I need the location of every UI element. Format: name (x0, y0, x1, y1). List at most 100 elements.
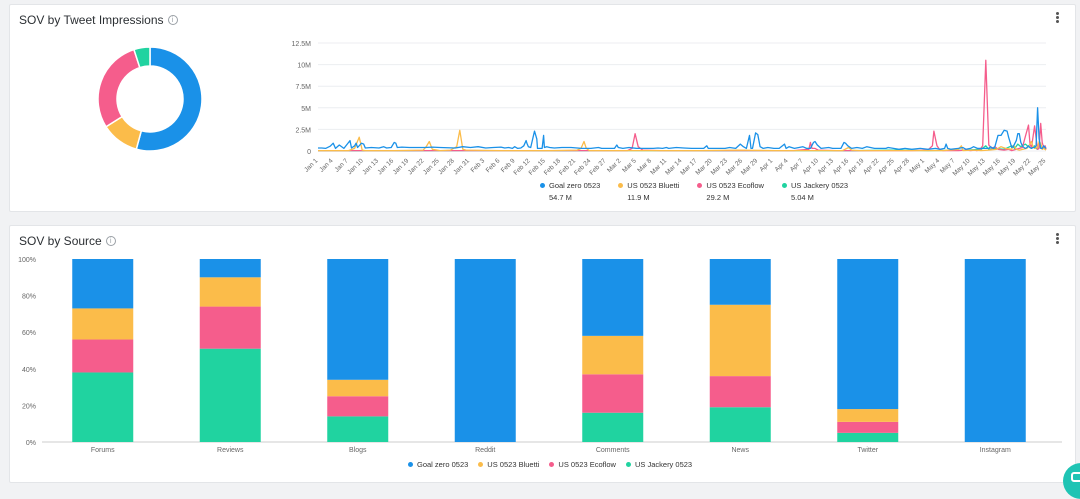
x-tick-label: Feb 3 (470, 157, 487, 174)
x-tick-label: Apr 1 (758, 157, 774, 173)
legend-label: US Jackery 0523 (790, 181, 849, 190)
bar-segment (582, 412, 644, 442)
legend-total: 5.04 M (790, 193, 814, 202)
x-tick-label: Instagram (980, 447, 1011, 454)
bar-segment (709, 376, 771, 408)
card-title: SOV by Source i (19, 234, 116, 248)
series-line (318, 59, 1047, 152)
x-tick-label: Jan 4 (318, 157, 334, 173)
donut-slice (97, 48, 141, 128)
x-tick-label: Twitter (857, 447, 878, 454)
legend-label: US 0523 Bluetti (627, 181, 680, 190)
line-legend: Goal zero 0523 54.7 M US 0523 Bluetti 11.9 … (540, 181, 848, 202)
y-tick-label: 2.5M (295, 127, 311, 134)
series-line (318, 129, 1047, 152)
bar-segment (72, 259, 134, 309)
legend-total: 54.7 M (549, 193, 572, 202)
legend-item[interactable]: US Jackery 0523 (625, 460, 692, 469)
x-tick-label: May 1 (909, 157, 927, 175)
y-tick-label: 7.5M (295, 84, 311, 91)
y-tick-label: 0 (307, 149, 311, 156)
legend-label: Goal zero 0523 (417, 460, 469, 469)
x-tick-label: Blogs (349, 447, 367, 454)
bar-segment (327, 379, 389, 397)
legend-item[interactable]: US 0523 Bluetti (478, 460, 539, 469)
x-tick-label: Apr 4 (774, 157, 790, 173)
bar-segment (837, 409, 899, 422)
legend-item[interactable]: US Jackery 0523 5.04 M (781, 181, 849, 202)
bar-segment (582, 374, 644, 413)
x-tick-label: News (731, 447, 749, 454)
info-icon[interactable]: i (105, 236, 116, 246)
x-tick-label: May 25 (1027, 157, 1047, 177)
y-tick-label: 5M (301, 106, 311, 113)
legend-dot (549, 462, 555, 467)
more-options-icon[interactable] (1053, 232, 1061, 246)
bar-segment (327, 396, 389, 417)
x-tick-label: Reviews (217, 447, 244, 454)
y-tick-label: 0% (26, 440, 36, 447)
x-tick-label: Reddit (475, 447, 495, 454)
bar-segment (837, 259, 899, 410)
bar-segment (837, 421, 899, 433)
legend-total: 29.2 M (706, 193, 730, 202)
chat-icon[interactable] (1063, 463, 1080, 499)
stacked-bar-chart: 100% 80% 60% 40% 20% 0% Forums Reviews Blogs Redd… (18, 257, 1062, 454)
legend-dot (781, 183, 787, 188)
bar-segment (327, 259, 389, 380)
bar-segment (199, 277, 261, 307)
bar-segment (454, 259, 516, 442)
y-tick-label: 20% (22, 403, 36, 410)
card-title-text: SOV by Source (19, 234, 102, 248)
series-line (318, 107, 1047, 150)
x-tick-label: Feb 27 (588, 157, 608, 177)
x-tick-label: Jan 1 (303, 157, 319, 173)
legend-total: 11.9 M (627, 193, 650, 202)
donut-slice (135, 46, 203, 152)
card-title-text: SOV by Tweet Impressions (19, 13, 164, 27)
more-options-icon[interactable] (1053, 11, 1061, 25)
y-tick-label: 10M (297, 63, 311, 70)
bar-segment (582, 259, 644, 336)
sov-by-source-card: SOV by Source i 100% 80% 60% 40% 20% 0% Forums… (9, 225, 1076, 483)
x-tick-label: May 4 (924, 157, 942, 175)
bar-segment (199, 306, 261, 349)
tweet-impressions-card: SOV by Tweet Impressions i 12.5M 10M 7.5M 5… (9, 4, 1076, 212)
y-tick-label: 100% (18, 257, 36, 264)
legend-label: US 0523 Ecoflow (706, 181, 764, 190)
x-tick-label: Mar 29 (740, 157, 760, 177)
legend-dot (618, 183, 624, 188)
bar-segment (837, 432, 899, 442)
legend-item[interactable]: Goal zero 0523 (408, 460, 468, 469)
legend-label: US 0523 Ecoflow (558, 460, 616, 469)
x-tick-label: Jan 31 (452, 157, 471, 176)
legend-dot (625, 462, 631, 467)
x-tick-label: Comments (596, 447, 630, 454)
legend-dot (540, 183, 545, 188)
legend-item[interactable]: Goal zero 0523 54.7 M (540, 181, 600, 202)
x-tick-label: Mar 2 (606, 157, 623, 174)
bar-segment (199, 259, 261, 278)
legend-item[interactable]: US 0523 Ecoflow 29.2 M (697, 181, 764, 202)
legend-item[interactable]: US 0523 Ecoflow (549, 460, 616, 469)
x-tick-label: Mar 5 (621, 157, 638, 174)
bar-segment (582, 335, 644, 375)
legend-label: Goal zero 0523 (549, 181, 601, 190)
legend-label: US 0523 Bluetti (487, 460, 540, 469)
card-title: SOV by Tweet Impressions i (19, 13, 178, 27)
bar-segment (72, 372, 134, 442)
bar-segment (709, 259, 771, 305)
bar-segment (327, 416, 389, 442)
bar-segment (709, 304, 771, 377)
bar-segment (709, 407, 771, 442)
donut-chart (97, 46, 203, 152)
info-icon[interactable]: i (167, 15, 178, 25)
y-tick-label: 60% (22, 330, 36, 337)
bar-segment (72, 308, 134, 340)
y-tick-label: 40% (22, 367, 36, 374)
legend-dot (697, 183, 703, 188)
x-tick-label: Apr 28 (892, 157, 911, 176)
bar-segment (72, 339, 134, 373)
legend-item[interactable]: US 0523 Bluetti 11.9 M (618, 181, 679, 202)
